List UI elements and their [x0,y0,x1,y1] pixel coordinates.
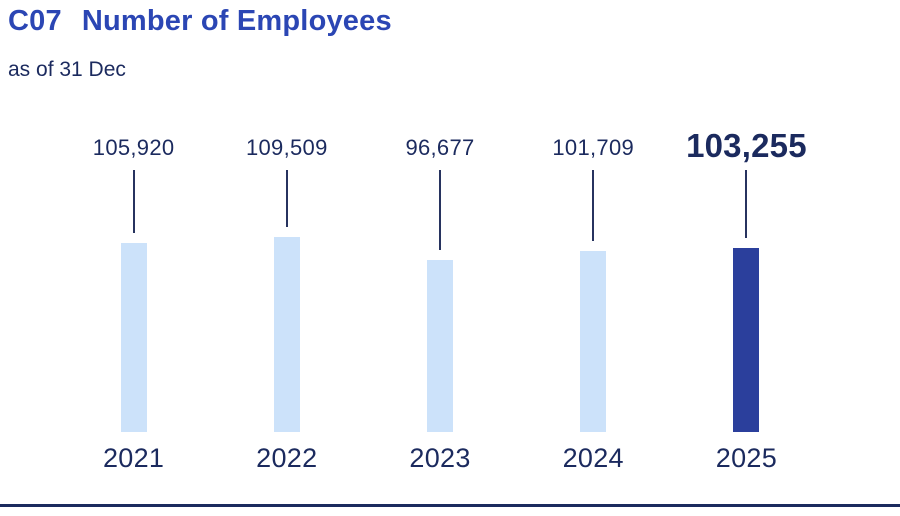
leader-line [132,170,135,233]
year-label: 2022 [256,443,318,473]
bar [427,260,453,432]
year-label: 2023 [409,443,471,473]
year-label: 2025 [715,443,778,473]
year-label: 2024 [562,443,624,473]
leader-line [285,170,288,227]
year-label: 2021 [102,443,165,473]
bar-column-2024: 101,709 2024 [517,120,670,480]
value-label-highlighted: 103,255 [686,127,807,164]
employees-bar-chart: 105,920 2021 109,509 2022 96,677 2023 101,709 2… [57,120,823,480]
bar-highlighted [733,248,760,432]
value-label: 109,509 [245,135,328,160]
bar-column-2022: 109,509 2022 [210,120,363,480]
figure-title: C07 Number of Employees [8,4,392,38]
figure-header: C07 Number of Employees [8,4,392,38]
leader-line [439,170,441,250]
leader-line [745,170,748,238]
figure-subtitle: as of 31 Dec [8,58,126,81]
value-label: 101,709 [552,135,635,160]
bar [120,243,147,432]
leader-line [592,170,595,241]
value-label: 96,677 [405,135,475,160]
bar-column-2023: 96,677 2023 [363,120,516,480]
figure-title-text: Number of Employees [81,5,392,37]
bar [580,251,607,432]
figure-code: C07 [8,5,62,37]
bar-column-2021: 105,920 2021 [57,120,210,480]
bar [273,237,300,432]
value-label: 105,920 [92,135,175,160]
bottom-divider [0,504,900,507]
bar-column-2025: 103,255 2025 [670,120,823,480]
